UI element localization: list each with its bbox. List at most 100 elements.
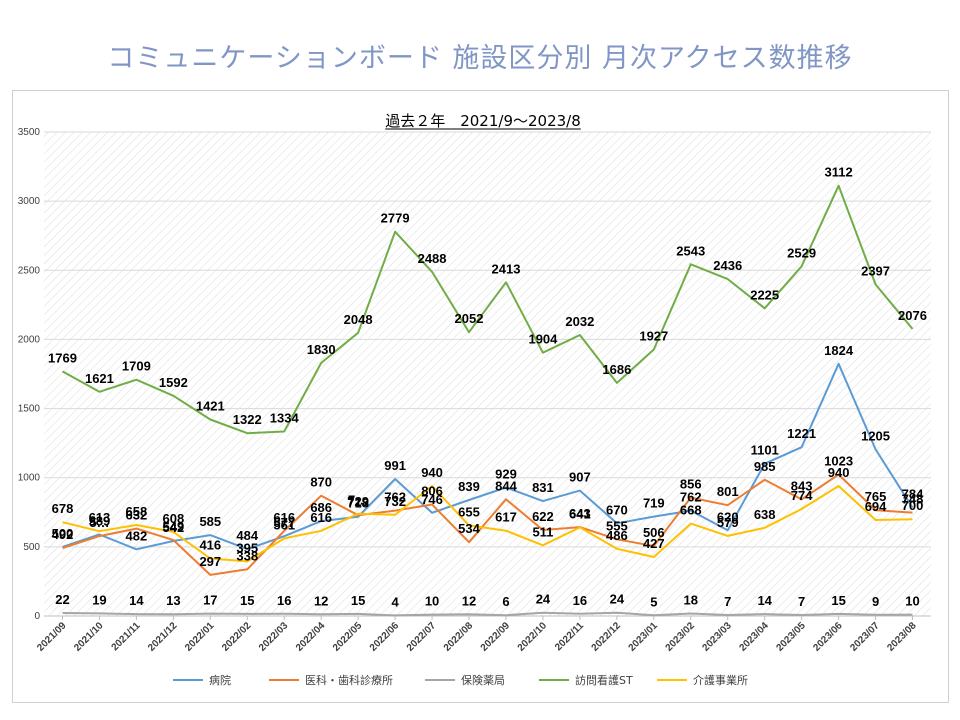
x-tick-label: 2023/04 — [737, 620, 771, 654]
y-tick-label: 1000 — [18, 473, 41, 484]
x-tick-label: 2022/06 — [368, 620, 402, 654]
x-tick-label: 2022/04 — [294, 620, 328, 654]
data-label: 1830 — [307, 342, 336, 357]
data-label: 16 — [277, 593, 291, 608]
data-label: 748 — [902, 492, 924, 507]
y-tick-label: 3000 — [18, 196, 41, 207]
data-label: 482 — [126, 528, 148, 543]
data-label: 17 — [203, 593, 217, 608]
data-label: 14 — [757, 593, 772, 608]
data-label: 534 — [458, 521, 480, 536]
data-label: 555 — [606, 518, 628, 533]
series-line-3 — [62, 611, 913, 617]
x-tick-label: 2022/07 — [405, 620, 439, 654]
data-label: 492 — [52, 527, 74, 542]
legend-label: 病院 — [209, 673, 231, 687]
data-label: 7 — [798, 594, 805, 609]
data-label: 14 — [129, 593, 144, 608]
data-label: 1621 — [85, 371, 114, 386]
data-label: 22 — [55, 592, 69, 607]
data-label: 907 — [569, 470, 591, 485]
data-label: 15 — [351, 593, 365, 608]
y-tick-label: 500 — [23, 542, 40, 553]
data-label: 686 — [310, 500, 332, 515]
data-label: 719 — [643, 496, 665, 511]
data-label: 831 — [532, 480, 554, 495]
x-tick-label: 2023/05 — [774, 620, 808, 654]
plot-area — [44, 132, 931, 616]
data-label: 801 — [717, 484, 739, 499]
x-tick-label: 2023/02 — [664, 620, 698, 654]
data-label: 10 — [425, 594, 439, 609]
y-tick-label: 3500 — [18, 127, 41, 138]
data-label: 3112 — [825, 165, 853, 180]
data-label: 616 — [310, 510, 332, 525]
data-label: 1927 — [639, 329, 668, 344]
data-label: 1322 — [233, 412, 262, 427]
data-label: 746 — [421, 492, 443, 507]
data-label: 16 — [573, 593, 587, 608]
data-label: 1205 — [861, 428, 890, 443]
series-line-1 — [62, 362, 914, 551]
data-label: 632 — [126, 508, 148, 523]
data-label: 500 — [52, 526, 74, 541]
data-label: 2048 — [344, 312, 373, 327]
data-label: 940 — [828, 465, 850, 480]
data-label: 844 — [495, 478, 517, 493]
x-tick-label: 2022/05 — [331, 620, 365, 654]
data-label: 395 — [236, 540, 258, 555]
data-label: 765 — [865, 489, 887, 504]
x-tick-label: 2021/09 — [35, 620, 69, 654]
legend-label: 保険薬局 — [461, 673, 505, 687]
data-label: 1421 — [196, 398, 225, 413]
data-label: 870 — [310, 475, 332, 490]
x-tick-label: 2023/08 — [885, 620, 919, 654]
data-label: 655 — [458, 504, 480, 519]
data-label: 7 — [724, 594, 731, 609]
x-tick-label: 2023/07 — [848, 620, 882, 654]
data-label: 9 — [872, 594, 879, 609]
data-label: 991 — [384, 458, 406, 473]
data-label: 643 — [569, 506, 591, 521]
data-label: 486 — [606, 528, 628, 543]
data-label: 2225 — [750, 287, 779, 302]
data-label: 506 — [643, 525, 665, 540]
data-label: 2076 — [898, 308, 927, 323]
page-title: コミュニケーションボード 施設区分別 月次アクセス数推移 — [107, 43, 853, 74]
data-label: 2032 — [565, 314, 594, 329]
data-label: 13 — [166, 593, 180, 608]
data-label: 839 — [458, 479, 480, 494]
data-label: 2543 — [676, 243, 705, 258]
y-tick-label: 0 — [34, 611, 40, 622]
data-label: 511 — [532, 524, 553, 539]
x-tick-label: 2022/01 — [183, 620, 217, 654]
data-label: 2397 — [861, 264, 890, 279]
data-label: 641 — [569, 506, 591, 521]
data-label: 843 — [791, 478, 813, 493]
data-label: 1904 — [528, 332, 558, 347]
data-label: 940 — [421, 465, 443, 480]
data-label: 620 — [717, 509, 739, 524]
data-label: 613 — [89, 510, 111, 525]
data-label: 1334 — [270, 411, 300, 426]
data-label: 15 — [831, 593, 845, 608]
x-tick-label: 2022/08 — [442, 620, 476, 654]
data-label: 616 — [273, 510, 295, 525]
x-tick-label: 2022/12 — [590, 620, 624, 654]
data-label: 1221 — [787, 426, 816, 441]
legend-label: 医科・歯科診療所 — [305, 673, 393, 687]
data-label: 718 — [347, 496, 369, 511]
legend-label: 介護事業所 — [693, 673, 748, 687]
data-label: 6 — [502, 594, 509, 609]
data-label: 1592 — [159, 375, 188, 390]
y-tick-label: 2500 — [18, 265, 41, 276]
x-tick-label: 2023/06 — [811, 620, 845, 654]
data-label: 732 — [384, 494, 406, 509]
data-label: 1824 — [824, 343, 854, 358]
data-label: 700 — [902, 498, 924, 513]
x-tick-label: 2023/01 — [627, 620, 661, 654]
data-label: 2779 — [381, 211, 410, 226]
y-tick-label: 1500 — [18, 404, 41, 415]
chart-subtitle: 過去２年 2021/9～2023/8 — [385, 112, 581, 130]
x-tick-label: 2022/09 — [479, 620, 513, 654]
